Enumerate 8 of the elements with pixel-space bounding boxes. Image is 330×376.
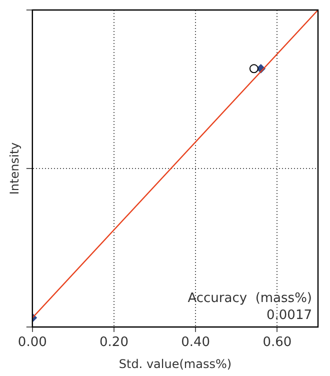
x-tick-label: 0.60	[262, 335, 292, 350]
x-tick-label: 0.00	[18, 335, 47, 350]
annotation: Accuracy (mass%)	[188, 291, 312, 306]
x-tick-label: 0.40	[181, 335, 210, 350]
y-axis-title: Intensity	[7, 142, 22, 195]
x-tick-label: 0.20	[100, 335, 128, 350]
annotation: 0.0017	[266, 308, 312, 323]
x-axis-title: Std. value(mass%)	[118, 356, 232, 371]
